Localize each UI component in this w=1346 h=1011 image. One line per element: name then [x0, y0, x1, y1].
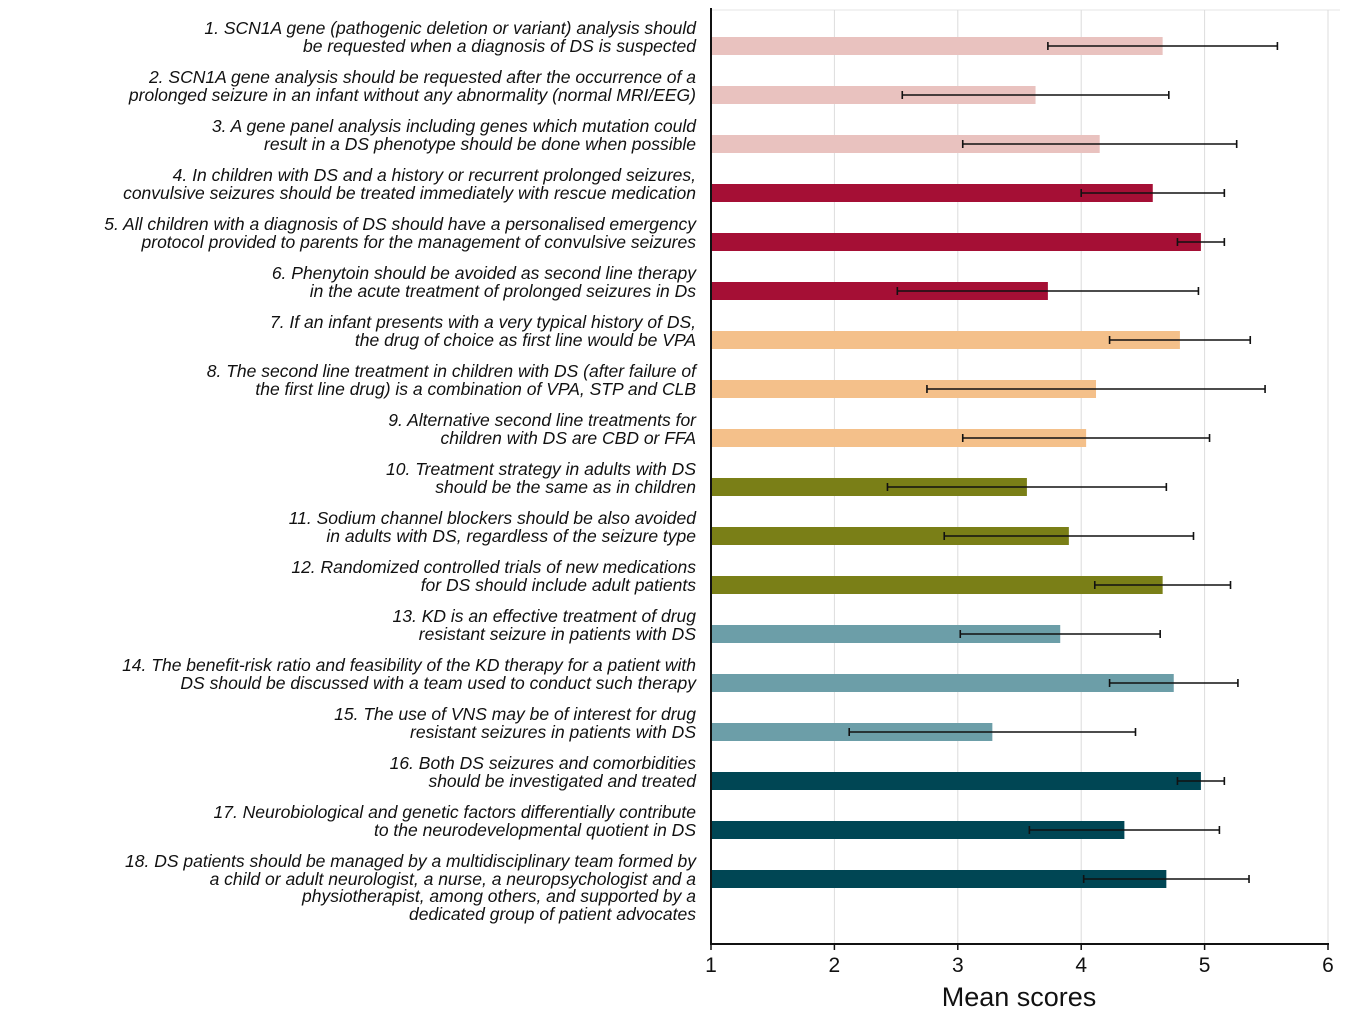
category-label-line: 11. Sodium channel blockers should be al…	[289, 510, 696, 528]
x-axis-title: Mean scores	[942, 982, 1097, 1011]
category-label-line: DS should be discussed with a team used …	[122, 675, 696, 693]
category-label-line: 13. KD is an effective treatment of drug	[393, 608, 697, 626]
bar	[712, 233, 1201, 251]
category-label: 3. A gene panel analysis including genes…	[212, 118, 696, 153]
category-label-line: children with DS are CBD or FFA	[388, 430, 696, 448]
bars	[712, 37, 1201, 888]
bar	[712, 772, 1201, 790]
category-label: 16. Both DS seizures and comorbidities sh…	[390, 755, 696, 790]
category-label-line: result in a DS phenotype should be done …	[212, 136, 696, 154]
category-label: 4. In children with DS and a history or …	[123, 167, 696, 202]
category-label-line: in the acute treatment of prolonged seiz…	[272, 283, 696, 301]
category-label-line: should be investigated and treated	[390, 773, 696, 791]
category-label-line: 8. The second line treatment in children…	[207, 363, 696, 381]
category-label: 12. Randomized controlled trials of new …	[291, 559, 696, 594]
category-label: 10. Treatment strategy in adults with DS…	[386, 461, 696, 496]
category-label-line: 15. The use of VNS may be of interest fo…	[334, 706, 696, 724]
error-bars	[849, 42, 1277, 883]
x-tick-label: 5	[1199, 954, 1211, 977]
category-label-line: 6. Phenytoin should be avoided as second…	[272, 265, 696, 283]
category-label: 13. KD is an effective treatment of drug…	[393, 608, 697, 643]
category-label: 7. If an infant presents with a very typ…	[270, 314, 696, 349]
category-label-line: 7. If an infant presents with a very typ…	[270, 314, 696, 332]
category-label-line: should be the same as in children	[386, 479, 696, 497]
category-label-line: 9. Alternative second line treatments fo…	[388, 412, 696, 430]
category-label-line: 10. Treatment strategy in adults with DS	[386, 461, 696, 479]
bar	[712, 674, 1174, 692]
category-label: 17. Neurobiological and genetic factors …	[213, 804, 696, 839]
category-label-line: 2. SCN1A gene analysis should be request…	[129, 69, 696, 87]
x-tick-label: 1	[705, 954, 717, 977]
category-label-line: be requested when a diagnosis of DS is s…	[204, 38, 696, 56]
category-label-line: the first line drug) is a combination of…	[207, 381, 696, 399]
x-tick-label: 6	[1322, 954, 1334, 977]
category-label: 11. Sodium channel blockers should be al…	[289, 510, 696, 545]
category-label-line: 5. All children with a diagnosis of DS s…	[104, 216, 696, 234]
x-tick-label: 2	[829, 954, 841, 977]
category-label-line: prolonged seizure in an infant without a…	[129, 87, 696, 105]
category-label: 18. DS patients should be managed by a m…	[125, 853, 696, 923]
category-label: 5. All children with a diagnosis of DS s…	[104, 216, 696, 251]
category-label-line: resistant seizure in patients with DS	[393, 626, 697, 644]
category-label-line: resistant seizures in patients with DS	[334, 724, 696, 742]
category-label: 8. The second line treatment in children…	[207, 363, 696, 398]
category-label-line: dedicated group of patient advocates	[125, 906, 696, 924]
category-label-line: protocol provided to parents for the man…	[104, 234, 696, 252]
category-label-line: 18. DS patients should be managed by a m…	[125, 853, 696, 871]
category-label-line: the drug of choice as first line would b…	[270, 332, 696, 350]
category-label-line: 12. Randomized controlled trials of new …	[291, 559, 696, 577]
category-label: 2. SCN1A gene analysis should be request…	[129, 69, 696, 104]
category-label: 14. The benefit-risk ratio and feasibili…	[122, 657, 696, 692]
category-label: 15. The use of VNS may be of interest fo…	[334, 706, 696, 741]
category-label-line: 3. A gene panel analysis including genes…	[212, 118, 696, 136]
category-label-line: for DS should include adult patients	[291, 577, 696, 595]
category-label-line: to the neurodevelopmental quotient in DS	[213, 822, 696, 840]
category-label-line: in adults with DS, regardless of the sei…	[289, 528, 696, 546]
x-tick-label: 4	[1075, 954, 1087, 977]
category-label-line: 16. Both DS seizures and comorbidities	[390, 755, 696, 773]
category-label-line: 1. SCN1A gene (pathogenic deletion or va…	[204, 20, 696, 38]
x-tick-label: 3	[952, 954, 964, 977]
category-label-line: physiotherapist, among others, and suppo…	[125, 888, 696, 906]
category-label-line: convulsive seizures should be treated im…	[123, 185, 696, 203]
category-label-line: 4. In children with DS and a history or …	[123, 167, 696, 185]
category-label: 6. Phenytoin should be avoided as second…	[272, 265, 696, 300]
category-label-line: 14. The benefit-risk ratio and feasibili…	[122, 657, 696, 675]
category-label-line: 17. Neurobiological and genetic factors …	[213, 804, 696, 822]
category-label: 1. SCN1A gene (pathogenic deletion or va…	[204, 20, 696, 55]
category-label: 9. Alternative second line treatments fo…	[388, 412, 696, 447]
